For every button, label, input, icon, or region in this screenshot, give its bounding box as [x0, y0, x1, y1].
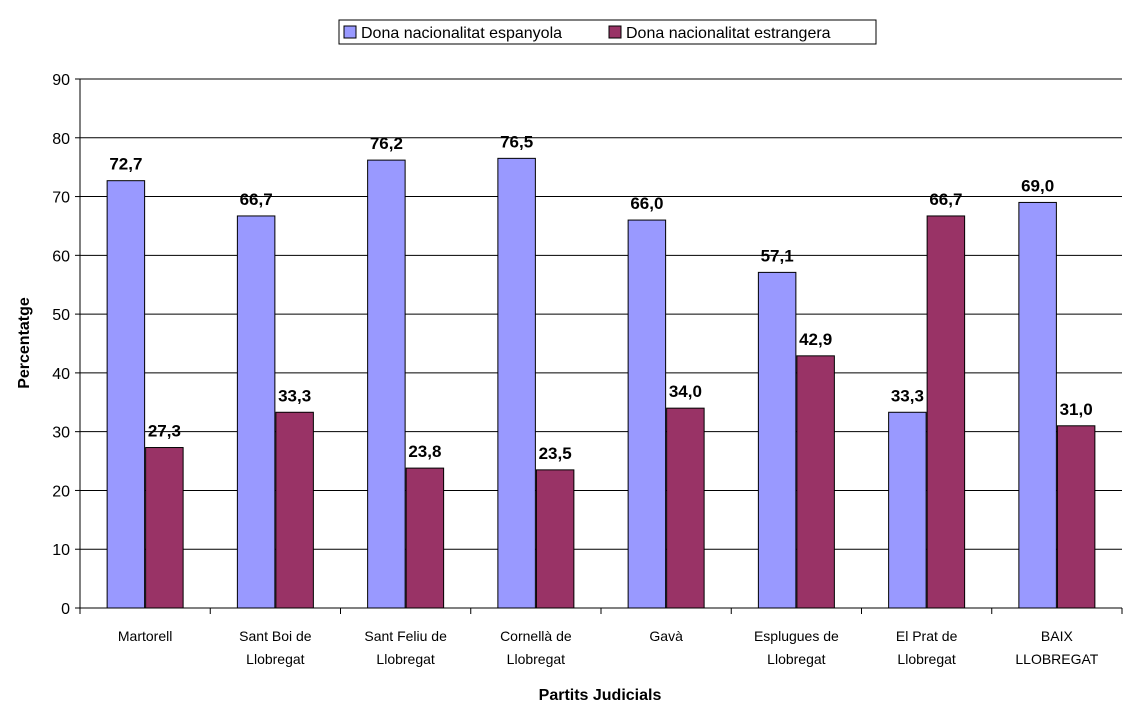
x-tick-label: Gavà — [649, 628, 683, 644]
bar — [666, 407, 705, 609]
legend: Dona nacionalitat espanyola Dona nacional… — [338, 19, 877, 45]
bar — [888, 411, 927, 609]
bar — [757, 271, 797, 609]
y-tick-label: 90 — [52, 72, 70, 89]
bar — [275, 411, 314, 609]
y-tick-label: 80 — [52, 131, 70, 148]
y-tick-label: 40 — [52, 366, 70, 383]
bars — [106, 157, 1096, 609]
data-label: 72,7 — [109, 155, 142, 174]
y-tick-label: 30 — [52, 425, 70, 442]
bar — [405, 467, 445, 609]
data-label: 76,5 — [500, 132, 533, 151]
x-tick-label: Esplugues de Llobregat — [754, 628, 839, 667]
gridlines — [80, 78, 1122, 550]
bar — [236, 215, 276, 609]
data-label: 69,0 — [1021, 176, 1054, 195]
bar — [367, 159, 406, 609]
y-tick-label: 0 — [61, 601, 70, 618]
data-label: 23,5 — [539, 444, 572, 463]
data-label: 66,7 — [929, 190, 962, 209]
data-label: 27,3 — [148, 422, 181, 441]
bar — [145, 447, 184, 609]
data-label: 33,3 — [278, 386, 311, 405]
bar — [106, 180, 146, 609]
y-tick-label: 10 — [52, 542, 70, 559]
x-tick-label: Martorell — [118, 628, 172, 644]
bar — [497, 157, 536, 609]
data-label: 66,0 — [630, 194, 663, 213]
y-tick-label: 60 — [52, 248, 70, 265]
legend-swatch — [608, 25, 622, 39]
x-tick-label: BAIX LLOBREGAT — [1015, 628, 1098, 667]
y-axis-title: Percentatge — [16, 297, 33, 389]
data-label: 76,2 — [370, 134, 403, 153]
y-tick-label: 50 — [52, 307, 70, 324]
bar — [535, 469, 575, 609]
bar — [1056, 425, 1096, 609]
y-tick-labels: 0 10 20 30 40 50 60 70 80 90 — [52, 72, 70, 618]
data-label: 42,9 — [799, 330, 832, 349]
x-tick-label: Sant Feliu de Llobregat — [364, 628, 447, 667]
data-label: 34,0 — [669, 382, 702, 401]
bar — [627, 219, 667, 609]
data-labels: 72,7 66,7 76,2 76,5 66,0 57,1 33,3 69,0 27,3 33,3… — [109, 132, 1092, 463]
x-axis-title: Partits Judicials — [539, 687, 662, 704]
axes — [75, 78, 1123, 614]
x-tick-label: El Prat de Llobregat — [896, 628, 958, 667]
legend-label: Dona nacionalitat estrangera — [626, 25, 831, 42]
legend-swatch — [343, 25, 357, 39]
data-label: 31,0 — [1060, 400, 1093, 419]
y-tick-label: 20 — [52, 483, 70, 500]
x-tick-labels: Martorell Sant Boi de Llobregat Sant Feliu … — [118, 628, 1099, 667]
data-label: 57,1 — [761, 246, 794, 265]
bar — [796, 355, 835, 609]
x-tick-label: Cornellà de Llobregat — [500, 628, 572, 667]
bar — [1018, 201, 1057, 609]
legend-box — [338, 19, 877, 45]
data-label: 66,7 — [240, 190, 273, 209]
data-label: 33,3 — [891, 386, 924, 405]
legend-label: Dona nacionalitat espanyola — [361, 25, 562, 42]
data-label: 23,8 — [408, 442, 441, 461]
bar — [926, 215, 966, 609]
x-tick-label: Sant Boi de Llobregat — [239, 628, 312, 667]
y-tick-label: 70 — [52, 190, 70, 207]
